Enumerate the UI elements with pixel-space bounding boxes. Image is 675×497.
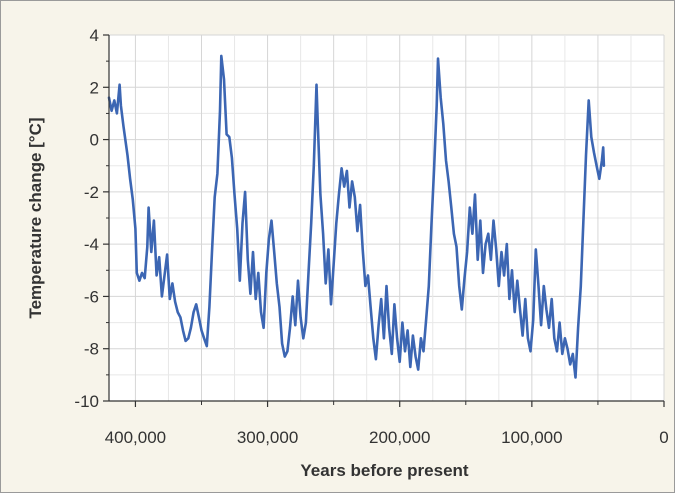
y-tick-label: -6 xyxy=(84,287,99,306)
x-tick-label: 100,000 xyxy=(501,428,562,447)
x-tick-label: 200,000 xyxy=(369,428,430,447)
x-tick-label: 0 xyxy=(659,428,668,447)
x-axis-title: Years before present xyxy=(300,461,469,480)
y-tick-label: -4 xyxy=(84,235,99,254)
y-tick-label: 0 xyxy=(90,131,99,150)
y-tick-label: 4 xyxy=(90,26,99,45)
series-layer xyxy=(107,54,606,379)
temperature-series-line xyxy=(107,54,606,379)
x-axis-ticks: 400,000 300,000 200,000 100,000 0 xyxy=(105,401,669,447)
y-tick-label: -8 xyxy=(84,340,99,359)
x-tick-label: 400,000 xyxy=(105,428,166,447)
y-tick-label: -2 xyxy=(84,183,99,202)
x-tick-label: 300,000 xyxy=(237,428,298,447)
y-tick-label: 2 xyxy=(90,78,99,97)
y-axis-title: Temperature change [°C] xyxy=(26,117,45,318)
y-axis-ticks: 4 2 0 -2 -4 -6 -8 -10 xyxy=(74,26,109,411)
y-tick-label: -10 xyxy=(74,392,99,411)
